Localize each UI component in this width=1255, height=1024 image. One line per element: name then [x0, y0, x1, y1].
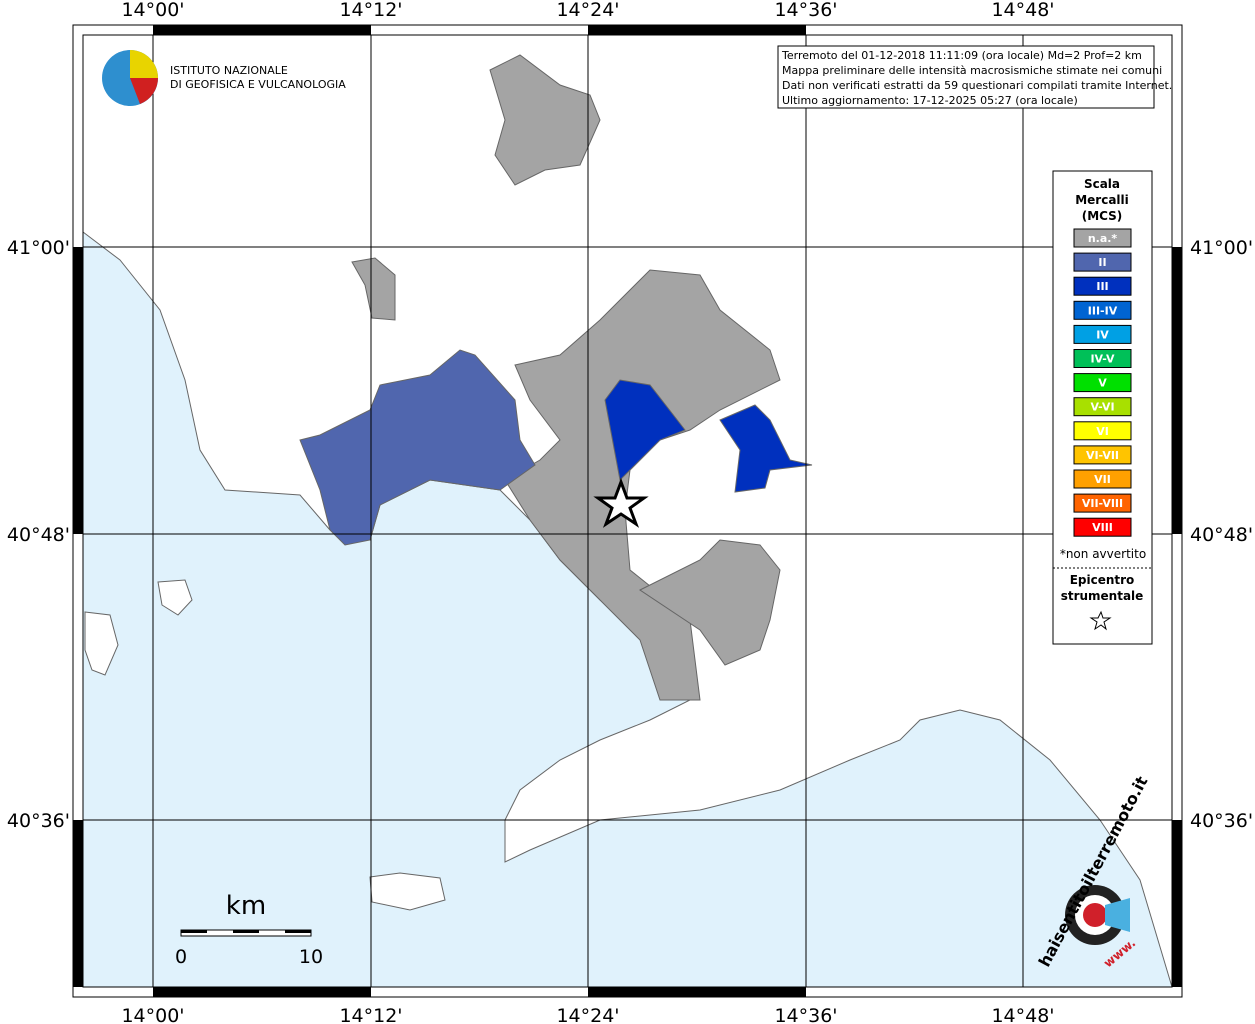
- island: [369, 872, 446, 911]
- axis-labels: 14°00' 14°00' 14°12' 14°12' 14°24' 14°24' 14°3…: [7, 0, 1253, 1024]
- legend-swatch: [1073, 397, 1132, 417]
- lat-label: 40°48': [1190, 524, 1253, 546]
- info-box: Terremoto del 01-12-2018 11:11:09 (ora l…: [777, 45, 1172, 109]
- lat-label: 41°00': [1190, 237, 1253, 259]
- lon-label: 14°36': [774, 0, 837, 21]
- legend-label: III: [1096, 280, 1108, 293]
- legend-label: VII-VIII: [1082, 497, 1123, 510]
- legend-note: *non avvertito: [1060, 547, 1146, 561]
- grid: [83, 35, 1172, 987]
- info-line: Dati non verificati estratti da 59 quest…: [782, 79, 1172, 92]
- legend-label: III-IV: [1088, 304, 1118, 317]
- lon-label: 14°24': [556, 1005, 619, 1024]
- legend-title: Scala: [1084, 177, 1120, 191]
- lat-label: 41°00': [7, 237, 70, 259]
- info-line: Mappa preliminare delle intensità macros…: [782, 64, 1162, 77]
- epicenter-marker: [593, 477, 649, 528]
- legend-label: VI: [1096, 425, 1109, 438]
- frame-ticks: [73, 25, 1182, 997]
- ingv-logo: ISTITUTO NAZIONALE DI GEOFISICA E VULCAN…: [102, 50, 346, 106]
- legend-epicenter: Epicentro: [1070, 573, 1135, 587]
- legend-title: (MCS): [1082, 209, 1123, 223]
- region-na: [351, 257, 396, 321]
- logo-text: DI GEOFISICA E VULCANOLOGIA: [170, 78, 346, 91]
- legend-swatch: [1073, 469, 1132, 489]
- lat-label: 40°36': [1190, 810, 1253, 832]
- logo-text: ISTITUTO NAZIONALE: [170, 64, 288, 77]
- map-area: [82, 35, 1173, 988]
- legend-swatch: [1073, 252, 1132, 272]
- legend: ScalaMercalli(MCS)n.a.*IIIIIIII-IVIVIV-V…: [1052, 170, 1153, 645]
- lon-label: 14°00': [121, 0, 184, 21]
- lon-label: 14°12': [339, 0, 402, 21]
- legend-label: VII: [1094, 473, 1111, 486]
- legend-swatch: [1073, 324, 1132, 344]
- scale-bar: km 0 10: [175, 891, 323, 968]
- legend-swatch: [1073, 373, 1132, 393]
- lon-label: 14°24': [556, 0, 619, 21]
- lon-label: 14°48': [991, 1005, 1054, 1024]
- scale-label: 10: [299, 946, 323, 968]
- region-na: [639, 539, 781, 666]
- scale-unit: km: [226, 891, 266, 921]
- lat-label: 40°48': [7, 524, 70, 546]
- legend-label: II: [1098, 256, 1106, 269]
- lat-label: 40°36': [7, 810, 70, 832]
- legend-label: VI-VII: [1086, 449, 1119, 462]
- sea: [82, 230, 1173, 988]
- region-na: [489, 54, 601, 186]
- legend-label: n.a.*: [1088, 232, 1118, 245]
- legend-swatch: [1073, 228, 1132, 248]
- legend-swatch: [1073, 276, 1132, 296]
- legend-swatch: [1073, 300, 1132, 320]
- lon-label: 14°12': [339, 1005, 402, 1024]
- legend-swatch: [1073, 445, 1132, 465]
- legend-swatch: [1073, 421, 1132, 441]
- legend-swatch: [1073, 493, 1132, 513]
- region-iii: [604, 379, 686, 482]
- legend-label: V-VI: [1090, 401, 1114, 414]
- island: [84, 611, 119, 676]
- legend-swatch: [1073, 517, 1132, 537]
- island: [157, 579, 193, 616]
- legend-epicenter: strumentale: [1061, 589, 1144, 603]
- region-ii: [299, 349, 536, 546]
- lon-label: 14°48': [991, 0, 1054, 21]
- lon-label: 14°00': [121, 1005, 184, 1024]
- legend-label: IV: [1096, 328, 1109, 341]
- region-na: [504, 269, 781, 701]
- info-line: Ultimo aggiornamento: 17-12-2025 05:27 (…: [782, 94, 1078, 107]
- lon-label: 14°36': [774, 1005, 837, 1024]
- legend-label: V: [1098, 377, 1107, 390]
- legend-label: VIII: [1092, 521, 1113, 534]
- info-line: Terremoto del 01-12-2018 11:11:09 (ora l…: [781, 49, 1142, 62]
- legend-label: IV-V: [1090, 353, 1115, 366]
- legend-swatch: [1073, 349, 1132, 368]
- legend-title: Mercalli: [1075, 193, 1129, 207]
- region-iii: [719, 404, 813, 493]
- scale-label: 0: [175, 946, 187, 968]
